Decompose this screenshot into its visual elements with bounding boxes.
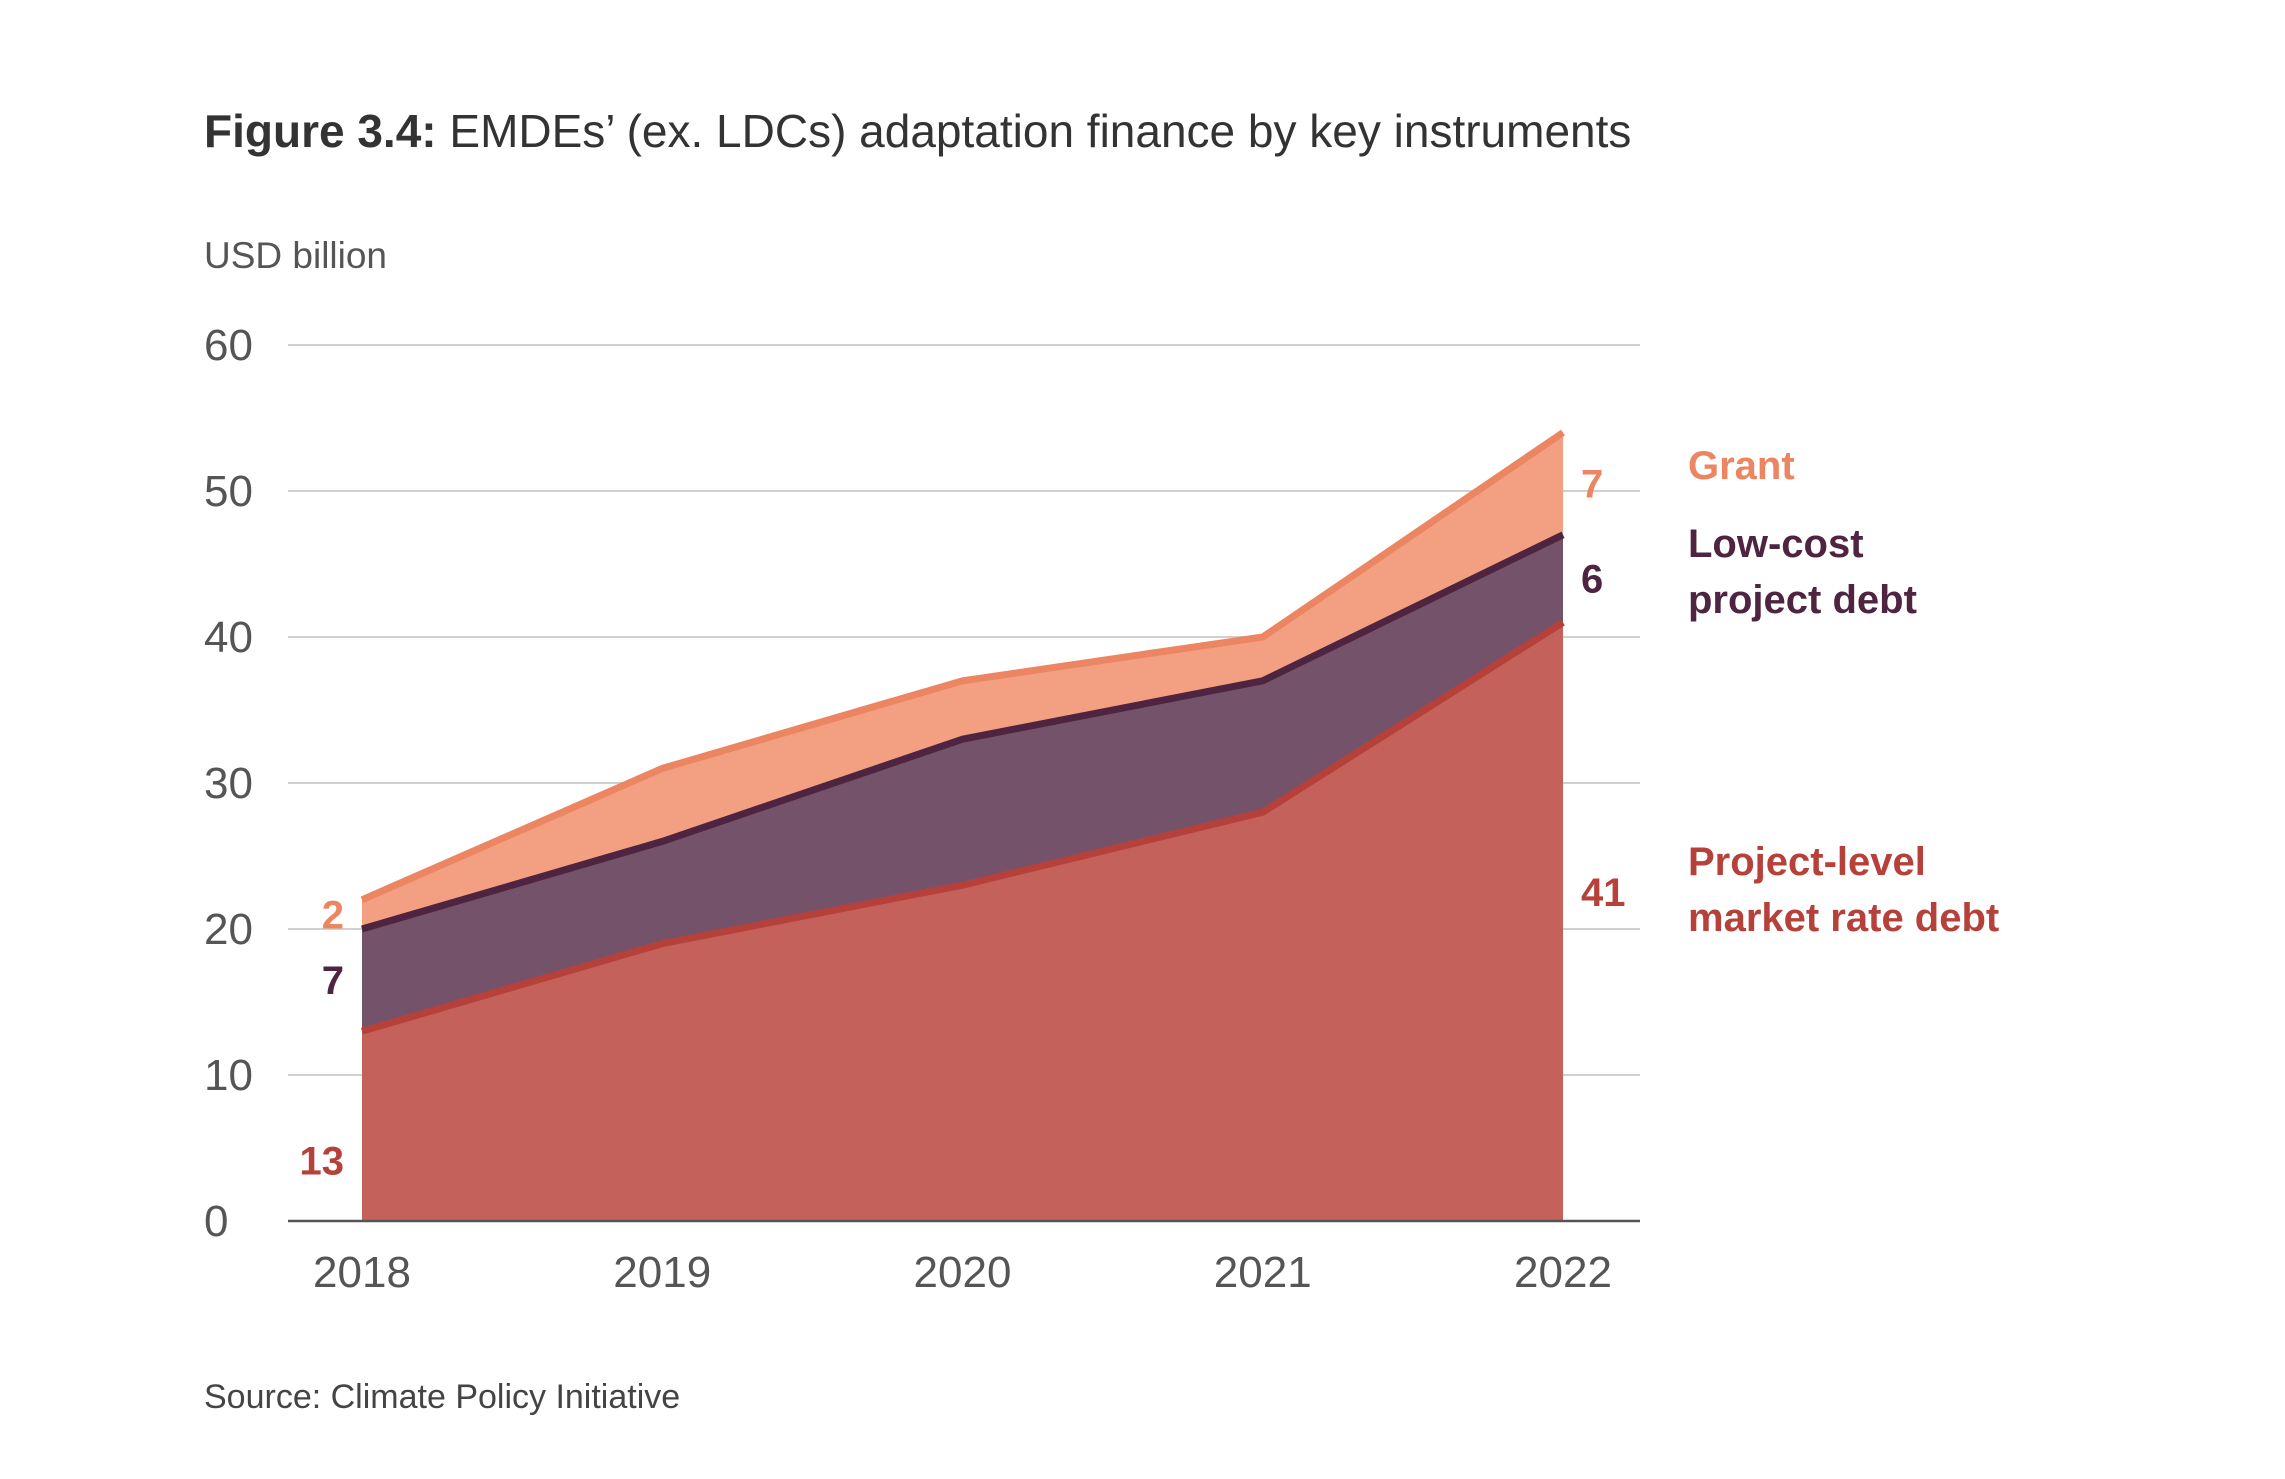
y-tick-label-30: 30 [204, 759, 253, 808]
series-lines [360, 429, 1565, 1035]
legend-low-cost-project-debt: Low-cost project debt [1688, 516, 1917, 628]
area-low-cost-project-debt [362, 534, 1563, 1032]
x-tick-label-2021: 2021 [1214, 1248, 1312, 1297]
line-low-cost-project-debt [361, 531, 1565, 933]
legend-market-rate-debt: Project-level market rate debt [1688, 834, 1999, 946]
start-label-2: 2 [322, 893, 344, 937]
y-axis-unit-label: USD billion [204, 235, 388, 276]
data-labels: 13 7 2 41 6 7 [300, 463, 1626, 1184]
end-label-2: 7 [1581, 463, 1603, 507]
legend-low-cost-line-2: project debt [1688, 578, 1917, 622]
legend-market-line-2: market rate debt [1688, 896, 2000, 940]
end-label-1: 6 [1581, 558, 1603, 602]
start-label-1: 7 [322, 959, 344, 1003]
x-tick-label-2018: 2018 [313, 1248, 411, 1297]
axes: 0 10 20 30 40 50 60 2018 2019 2020 2021 2022 [204, 321, 1640, 1297]
y-tick-label-50: 50 [204, 467, 253, 516]
chart-title: Figure 3.4: EMDEs’ (ex. LDCs) adaptation… [204, 104, 1631, 158]
y-tick-label-40: 40 [204, 613, 253, 662]
y-tick-label-60: 60 [204, 321, 253, 370]
legend-market-line-1: Project-level [1688, 840, 1926, 884]
source-note: Source: Climate Policy Initiative [204, 1378, 681, 1416]
end-label-0: 41 [1581, 871, 1626, 915]
y-tick-label-10: 10 [204, 1051, 253, 1100]
y-tick-label-0: 0 [204, 1197, 228, 1246]
legend-low-cost-line-1: Low-cost [1688, 522, 1864, 566]
line-project-level-market-rate-debt [361, 619, 1565, 1035]
y-tick-label-20: 20 [204, 905, 253, 954]
legend-grant-line-1: Grant [1688, 444, 1795, 488]
line-grant [360, 429, 1565, 904]
x-tick-label-2022: 2022 [1514, 1248, 1612, 1297]
figure-title-text: EMDEs’ (ex. LDCs) adaptation finance by … [449, 105, 1632, 157]
area-series [362, 432, 1563, 1221]
legend-grant: Grant [1688, 438, 1795, 494]
figure-number: Figure 3.4: [204, 105, 437, 157]
x-tick-label-2019: 2019 [613, 1248, 711, 1297]
x-tick-label-2020: 2020 [914, 1248, 1012, 1297]
start-label-0: 13 [300, 1139, 345, 1183]
area-project-level-market-rate-debt [362, 622, 1563, 1221]
